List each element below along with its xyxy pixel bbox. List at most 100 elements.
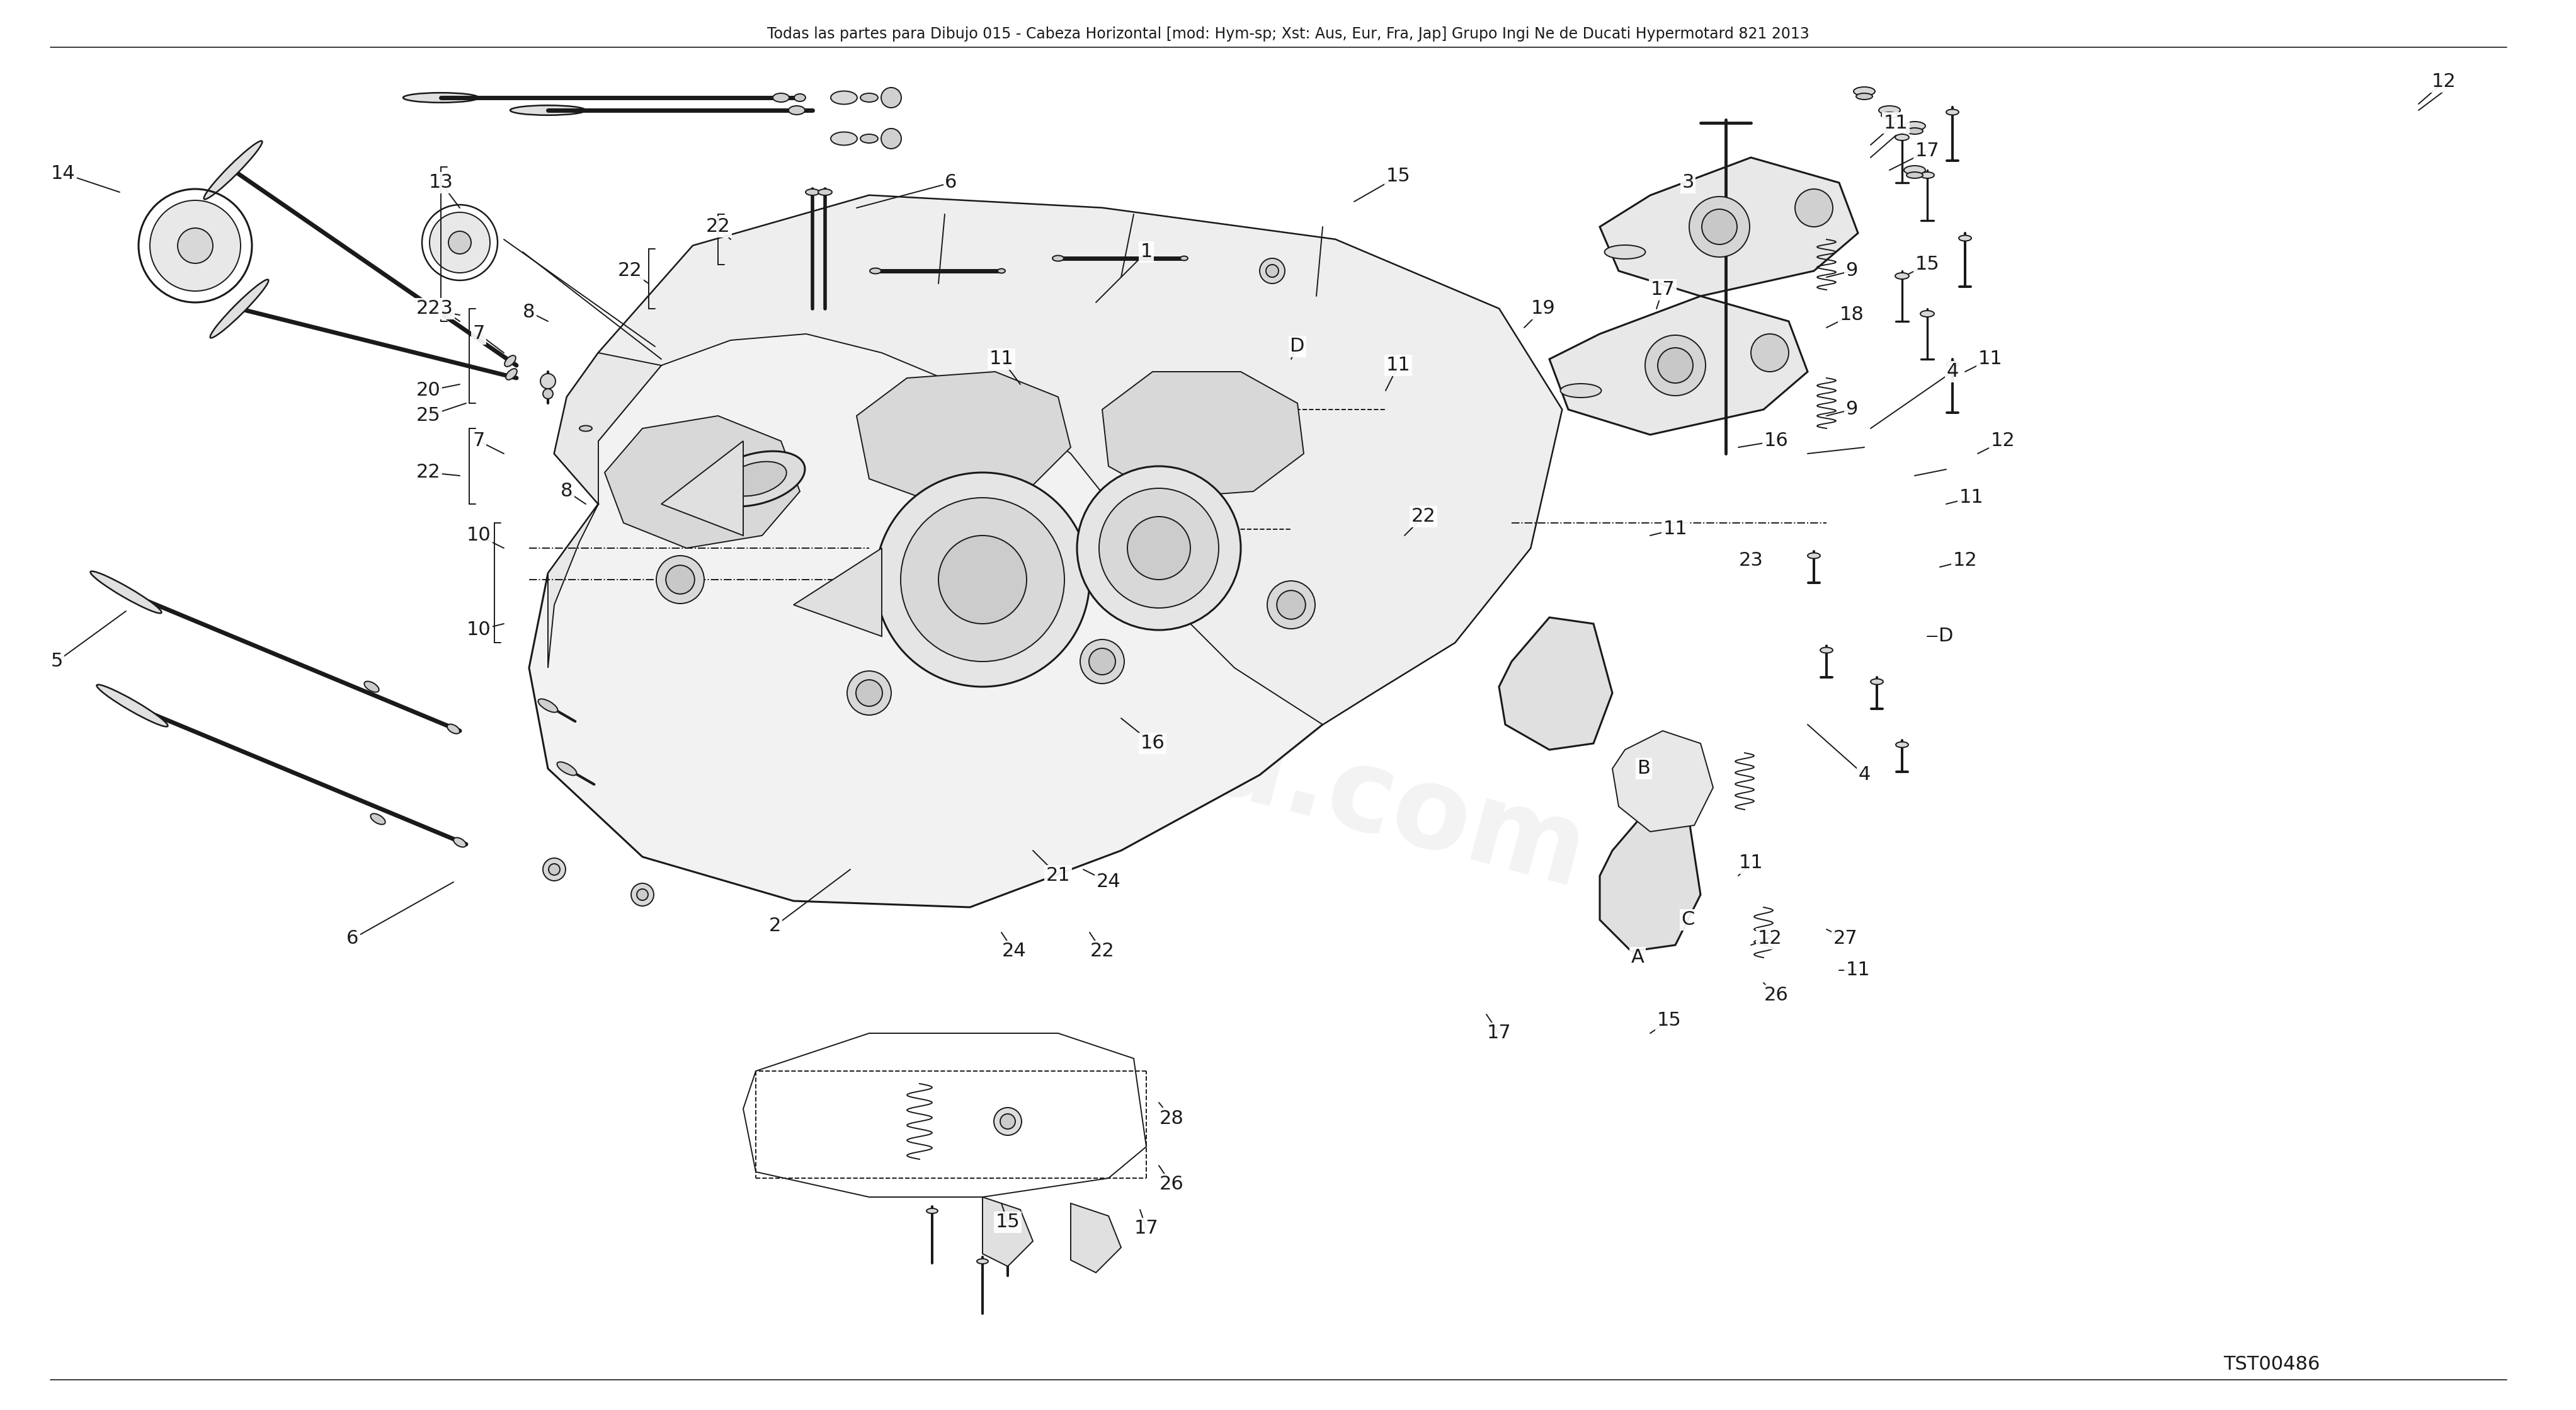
Circle shape <box>855 680 881 706</box>
Text: 12: 12 <box>1991 431 2014 450</box>
Circle shape <box>1656 348 1692 384</box>
Text: 7: 7 <box>471 324 484 343</box>
Text: 10: 10 <box>466 526 492 544</box>
Polygon shape <box>1613 730 1713 832</box>
Text: 22: 22 <box>1090 942 1115 960</box>
Circle shape <box>1267 581 1314 629</box>
Ellipse shape <box>556 761 577 776</box>
Text: C: C <box>1680 911 1695 929</box>
Text: 22: 22 <box>706 217 729 235</box>
Circle shape <box>994 1108 1020 1135</box>
Text: 17: 17 <box>1486 1024 1512 1042</box>
Circle shape <box>902 498 1064 661</box>
Ellipse shape <box>1896 272 1909 279</box>
Text: 16: 16 <box>1141 735 1164 753</box>
Circle shape <box>1128 516 1190 580</box>
Circle shape <box>544 859 567 881</box>
Ellipse shape <box>1002 1221 1012 1227</box>
Ellipse shape <box>788 106 804 114</box>
Ellipse shape <box>1561 384 1600 398</box>
Text: Todas las partes para Dibujo 015 - Cabeza Horizontal [mod: Hym-sp; Xst: Aus, Eur: Todas las partes para Dibujo 015 - Cabez… <box>768 27 1808 41</box>
Ellipse shape <box>793 94 806 102</box>
Text: 22: 22 <box>415 464 440 482</box>
Text: TST00486: TST00486 <box>2223 1355 2318 1373</box>
Ellipse shape <box>1945 110 1958 116</box>
Text: 17: 17 <box>1133 1220 1159 1238</box>
Ellipse shape <box>829 133 858 145</box>
Circle shape <box>1077 467 1242 630</box>
Ellipse shape <box>1852 87 1875 96</box>
Text: 15: 15 <box>1386 168 1409 186</box>
Circle shape <box>149 200 240 290</box>
Text: 6: 6 <box>348 929 358 948</box>
Text: 6: 6 <box>945 173 956 192</box>
Text: 22: 22 <box>1412 508 1435 526</box>
Text: 14: 14 <box>52 164 75 182</box>
Circle shape <box>881 128 902 148</box>
Ellipse shape <box>1819 647 1832 653</box>
Text: 18: 18 <box>1839 306 1862 324</box>
Circle shape <box>1700 209 1736 244</box>
Text: 4: 4 <box>1857 766 1870 784</box>
Ellipse shape <box>402 93 479 103</box>
Circle shape <box>1643 336 1705 396</box>
Polygon shape <box>528 196 1561 907</box>
Text: 12: 12 <box>1953 551 1976 570</box>
Ellipse shape <box>1958 235 1971 241</box>
Text: 10: 10 <box>466 620 492 639</box>
Text: 26: 26 <box>1159 1176 1182 1194</box>
Ellipse shape <box>860 134 878 142</box>
Ellipse shape <box>1904 121 1924 130</box>
Circle shape <box>1100 488 1218 608</box>
Text: 22: 22 <box>618 262 641 281</box>
Circle shape <box>549 864 559 876</box>
Ellipse shape <box>1906 128 1922 134</box>
Text: 5: 5 <box>52 653 62 671</box>
Text: 26: 26 <box>1765 987 1788 1004</box>
Text: B: B <box>1636 760 1651 778</box>
Polygon shape <box>549 352 662 668</box>
Ellipse shape <box>510 106 585 116</box>
Ellipse shape <box>505 355 515 367</box>
Text: 12: 12 <box>2432 73 2455 92</box>
Circle shape <box>1690 196 1749 257</box>
Polygon shape <box>1600 158 1857 296</box>
Ellipse shape <box>819 189 832 196</box>
Circle shape <box>631 883 654 907</box>
Text: 24: 24 <box>1002 942 1025 960</box>
Ellipse shape <box>448 725 459 733</box>
Text: 16: 16 <box>1765 431 1788 450</box>
Ellipse shape <box>1919 310 1935 317</box>
Ellipse shape <box>90 571 162 613</box>
Circle shape <box>657 556 703 603</box>
Circle shape <box>430 213 489 272</box>
Text: 23: 23 <box>1739 551 1762 570</box>
Circle shape <box>876 472 1090 687</box>
Polygon shape <box>598 196 1561 725</box>
Ellipse shape <box>363 681 379 692</box>
Text: 28: 28 <box>1159 1110 1182 1128</box>
Text: 12: 12 <box>1757 929 1783 948</box>
Text: 9: 9 <box>1844 400 1857 419</box>
Ellipse shape <box>1870 678 1883 684</box>
Ellipse shape <box>1605 245 1646 259</box>
Ellipse shape <box>453 838 466 847</box>
Ellipse shape <box>538 699 556 712</box>
Text: 27: 27 <box>1832 929 1857 948</box>
Text: 22: 22 <box>415 299 440 317</box>
Ellipse shape <box>371 814 386 825</box>
Circle shape <box>1090 649 1115 675</box>
Ellipse shape <box>773 93 788 102</box>
Polygon shape <box>1103 372 1303 498</box>
Ellipse shape <box>1051 255 1064 261</box>
Text: 19: 19 <box>1530 299 1556 317</box>
Circle shape <box>999 1114 1015 1129</box>
Polygon shape <box>793 548 881 636</box>
Text: partseu.com: partseu.com <box>796 599 1597 914</box>
Ellipse shape <box>724 461 786 496</box>
Ellipse shape <box>505 368 518 379</box>
Ellipse shape <box>706 451 804 506</box>
Text: 15: 15 <box>1656 1011 1680 1029</box>
Circle shape <box>1795 189 1832 227</box>
Text: 11: 11 <box>989 350 1012 368</box>
